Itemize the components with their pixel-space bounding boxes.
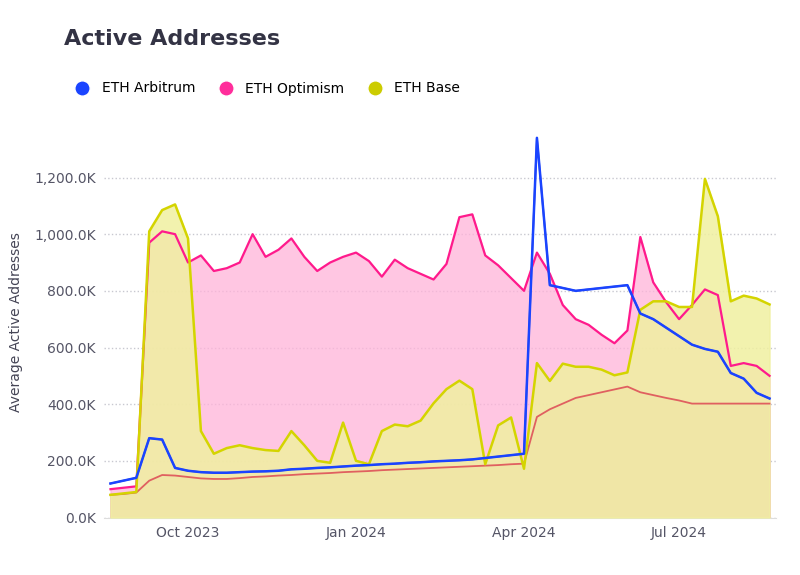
Legend: ETH Arbitrum, ETH Optimism, ETH Base: ETH Arbitrum, ETH Optimism, ETH Base <box>63 76 466 101</box>
Y-axis label: Average Active Addresses: Average Active Addresses <box>9 232 23 412</box>
Text: Active Addresses: Active Addresses <box>64 29 280 49</box>
